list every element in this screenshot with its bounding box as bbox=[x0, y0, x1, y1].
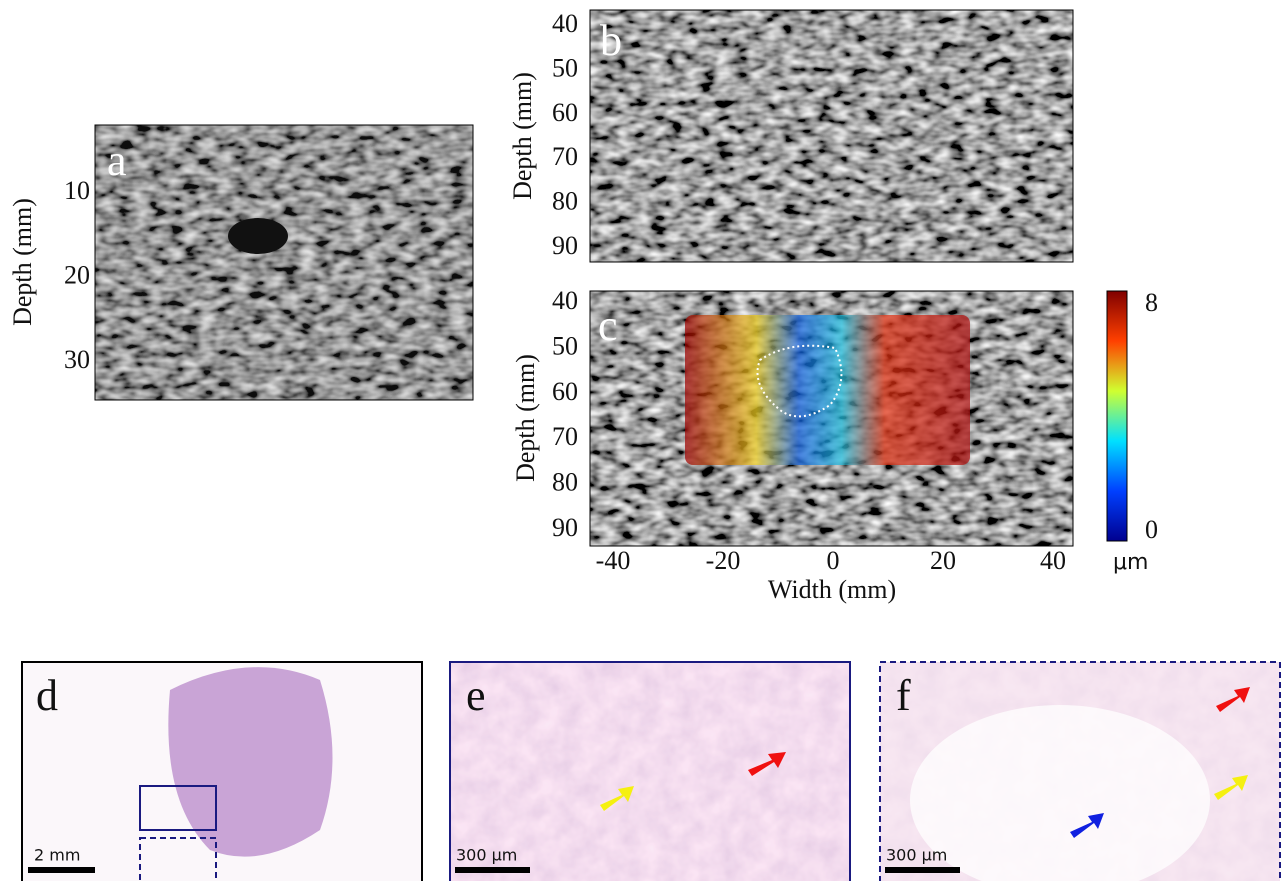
y-tick-label: 50 bbox=[552, 53, 578, 82]
panel-label: a bbox=[107, 136, 127, 185]
y-tick-label: 40 bbox=[552, 286, 578, 315]
panel-label: b bbox=[600, 16, 622, 65]
y-tick-label: 80 bbox=[552, 187, 578, 216]
y-tick-label: 10 bbox=[64, 176, 90, 205]
panel-label: e bbox=[466, 671, 486, 720]
y-tick-label: 60 bbox=[552, 98, 578, 127]
y-axis-label: Depth (mm) bbox=[8, 198, 37, 326]
colorbar-max: 8 bbox=[1145, 288, 1158, 317]
x-tick-label: 40 bbox=[1040, 546, 1066, 575]
colorbar-min: 0 bbox=[1145, 515, 1158, 544]
x-tick-label: -20 bbox=[706, 546, 741, 575]
y-tick-label: 60 bbox=[552, 377, 578, 406]
panel-label: d bbox=[36, 671, 58, 720]
y-tick-label: 70 bbox=[552, 422, 578, 451]
y-tick-label: 40 bbox=[552, 9, 578, 38]
x-tick-label: -40 bbox=[596, 546, 631, 575]
colorbar-unit: μm bbox=[1113, 550, 1148, 575]
y-tick-label: 90 bbox=[552, 513, 578, 542]
panel-e: e 300 μm bbox=[450, 662, 850, 881]
scale-bar bbox=[455, 867, 530, 873]
y-axis-label: Depth (mm) bbox=[511, 354, 540, 482]
panel-f: f 300 μm bbox=[880, 662, 1280, 881]
x-tick-label: 20 bbox=[930, 546, 956, 575]
panel-label: f bbox=[896, 671, 911, 720]
x-axis-label: Width (mm) bbox=[768, 575, 896, 604]
figure: a Depth (mm) b Depth (mm) c Depth (mm) W… bbox=[0, 0, 1284, 881]
y-tick-label: 30 bbox=[64, 345, 90, 374]
y-tick-label: 50 bbox=[552, 331, 578, 360]
tumor-region bbox=[168, 667, 332, 857]
lesion bbox=[228, 218, 288, 254]
y-tick-label: 20 bbox=[64, 260, 90, 289]
y-tick-label: 70 bbox=[552, 142, 578, 171]
ultrasound-texture bbox=[590, 10, 1073, 262]
x-tick-label: 0 bbox=[827, 546, 840, 575]
colorbar bbox=[1107, 291, 1127, 541]
y-tick-label: 80 bbox=[552, 468, 578, 497]
y-axis-label: Depth (mm) bbox=[508, 72, 537, 200]
scale-bar bbox=[885, 867, 960, 873]
panel-label: c bbox=[598, 301, 618, 350]
scale-bar-label: 2 mm bbox=[34, 846, 80, 865]
ultrasound-texture bbox=[95, 125, 473, 400]
scale-bar-label: 300 μm bbox=[886, 846, 947, 865]
panel-d: d 2 mm bbox=[22, 662, 422, 881]
strain-overlay bbox=[685, 315, 970, 465]
y-tick-label: 90 bbox=[552, 231, 578, 260]
scale-bar bbox=[28, 867, 95, 873]
panel-b: b Depth (mm) bbox=[508, 10, 1073, 262]
scale-bar-label: 300 μm bbox=[456, 846, 517, 865]
